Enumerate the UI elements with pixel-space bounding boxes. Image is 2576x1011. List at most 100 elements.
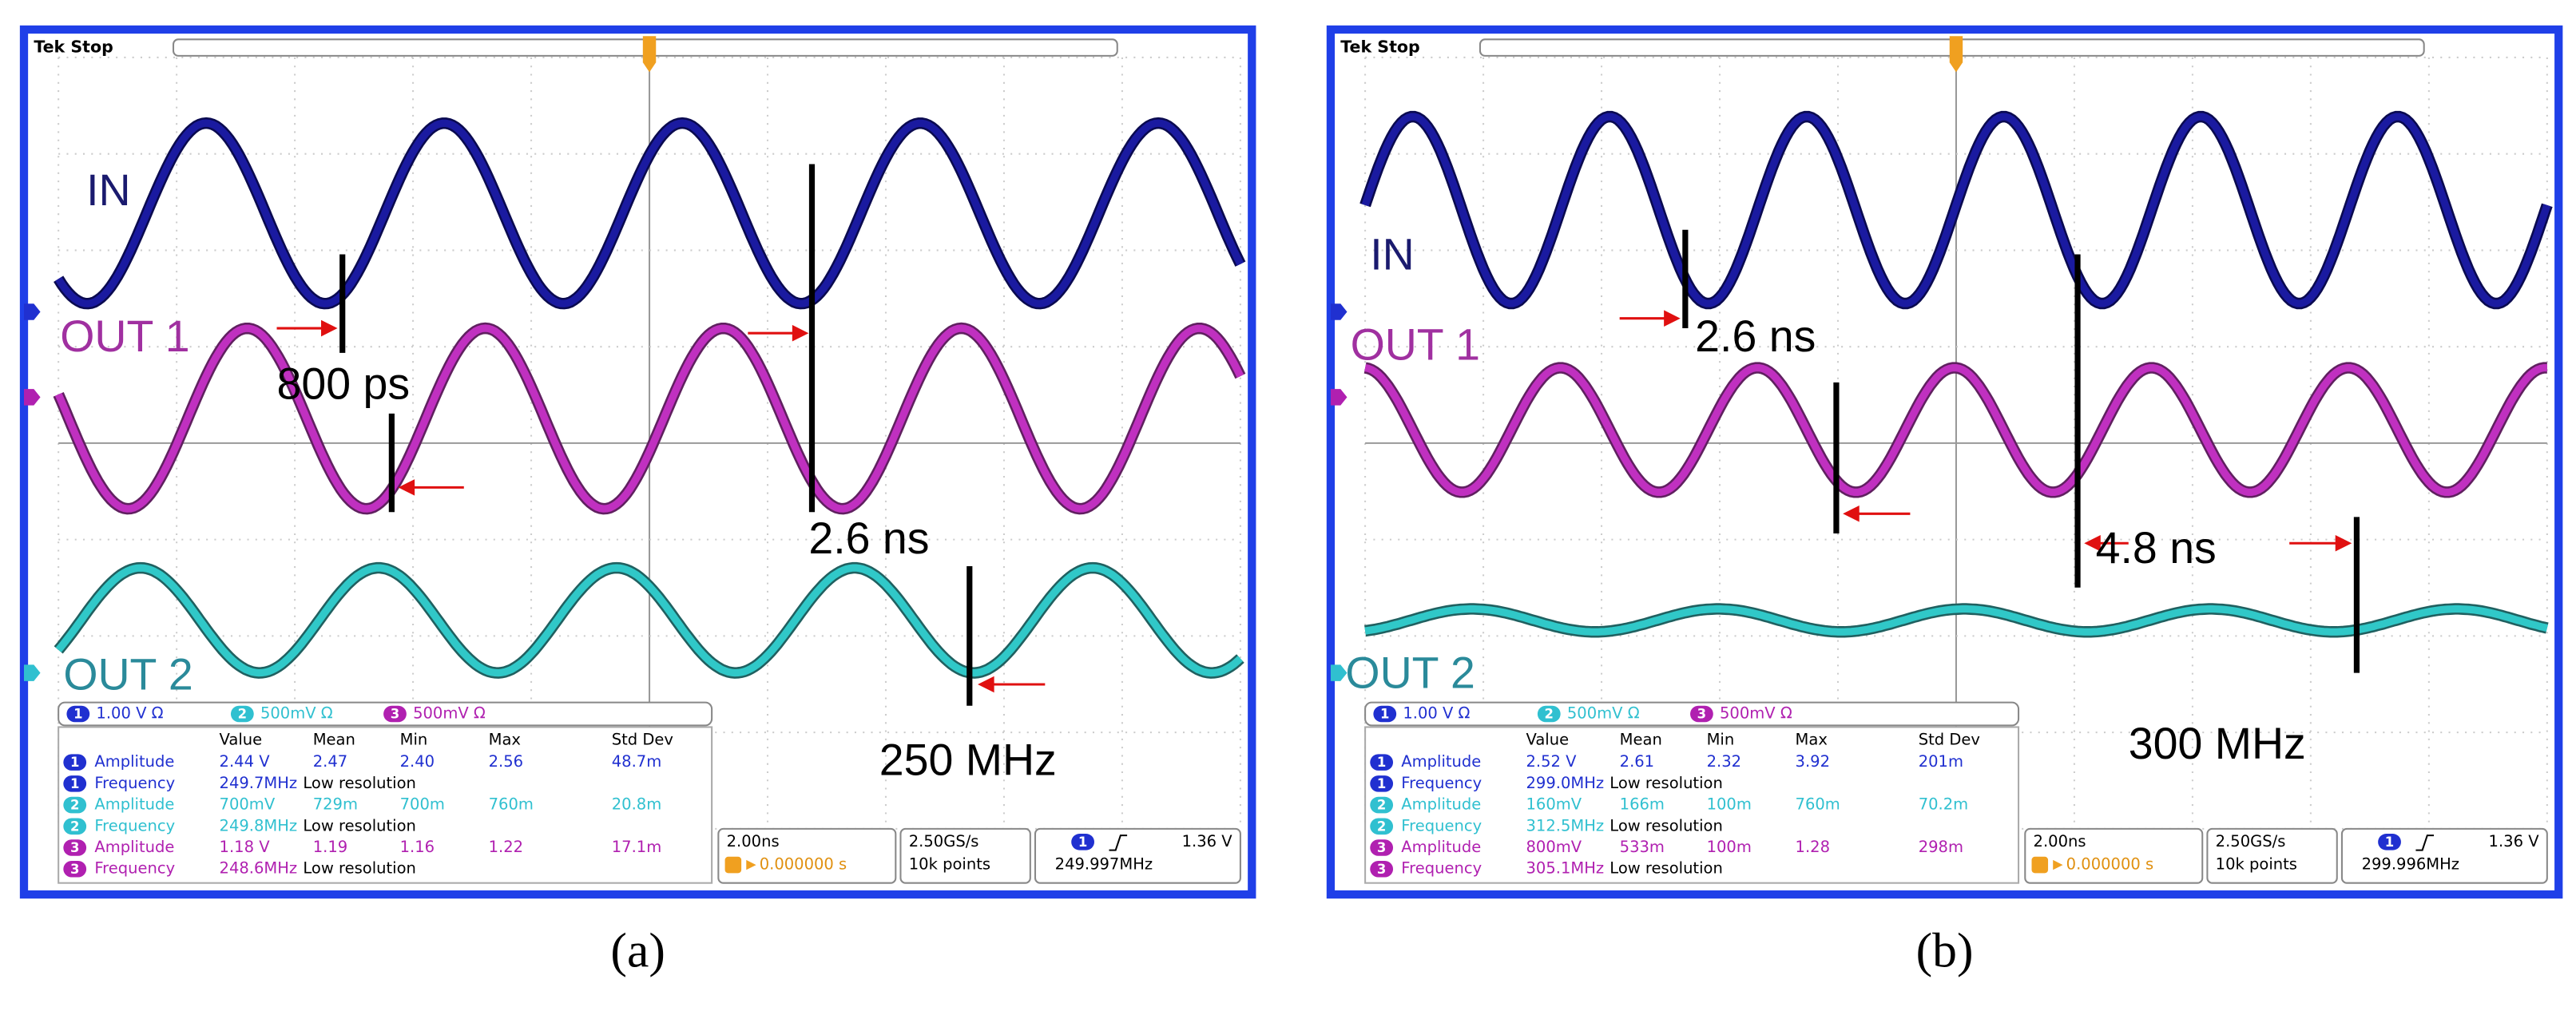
measure-cell: 48.7m bbox=[612, 752, 661, 771]
column-header: Value bbox=[1526, 730, 1570, 748]
waveform bbox=[54, 324, 1244, 513]
channel-icon bbox=[63, 775, 87, 792]
column-header: Mean bbox=[313, 730, 355, 748]
channel-marker bbox=[24, 303, 41, 320]
measure-cell: 248.6MHz bbox=[220, 859, 298, 878]
channel-icon bbox=[63, 818, 87, 835]
measure-name: Amplitude bbox=[94, 795, 174, 814]
measure-cell: 3.92 bbox=[1796, 752, 1830, 771]
measure-cell: 298m bbox=[1919, 838, 1963, 856]
measure-name: Amplitude bbox=[1401, 795, 1481, 814]
channel-id: 3 bbox=[1697, 707, 1706, 722]
measure-cell: 17.1m bbox=[612, 838, 661, 856]
waveform bbox=[1364, 363, 2547, 496]
arrow-head bbox=[2335, 534, 2352, 552]
trace-label: OUT 2 bbox=[1345, 648, 1475, 697]
info-box bbox=[717, 827, 897, 884]
channel-icon bbox=[1370, 796, 1394, 814]
measure-cell: 312.5MHz bbox=[1526, 816, 1605, 835]
measure-name: Amplitude bbox=[1401, 752, 1481, 771]
measure-cell: 70.2m bbox=[1919, 795, 1968, 814]
measure-table bbox=[58, 726, 713, 884]
trace-label: IN bbox=[86, 165, 130, 215]
measure-cell: 2.47 bbox=[313, 752, 347, 771]
channel-setting: 500mV Ω bbox=[260, 704, 333, 723]
channel-id: 3 bbox=[1377, 840, 1386, 855]
annotation: 800 ps bbox=[277, 359, 411, 409]
caption: (a) bbox=[610, 923, 665, 977]
channel-id: 3 bbox=[70, 862, 79, 877]
measure-name: Frequency bbox=[1401, 774, 1482, 792]
channel-icon bbox=[1370, 775, 1394, 792]
trace-label: OUT 1 bbox=[60, 311, 189, 361]
column-header: Max bbox=[1796, 730, 1828, 748]
measure-cell: 533m bbox=[1620, 838, 1665, 856]
record-length: 10k points bbox=[2216, 855, 2297, 874]
measure-cell: 2.32 bbox=[1707, 752, 1741, 771]
measure-cell: 760m bbox=[1796, 795, 1840, 814]
column-header: Max bbox=[489, 730, 521, 748]
measure-name: Frequency bbox=[94, 816, 175, 835]
header: Tek Stop bbox=[1340, 38, 1419, 57]
measure-cell: 249.8MHz bbox=[220, 816, 298, 835]
channel-marker bbox=[24, 664, 41, 681]
channel-id: 2 bbox=[70, 798, 79, 813]
channel-id: 2 bbox=[1377, 819, 1386, 834]
measure-cell: 1.19 bbox=[313, 838, 347, 856]
channel-marker bbox=[1330, 389, 1348, 406]
annotation: 300 MHz bbox=[2129, 719, 2306, 768]
channel-id: 3 bbox=[70, 840, 79, 855]
trigger-pos: 0.000000 s bbox=[2066, 855, 2153, 874]
arrow-head bbox=[398, 479, 415, 496]
measure-cell: 700mV bbox=[220, 795, 276, 814]
sample-rate: 2.50GS/s bbox=[2216, 832, 2286, 850]
slope-icon bbox=[2415, 835, 2435, 851]
channel-icon bbox=[1373, 705, 1397, 723]
annotation: 250 MHz bbox=[879, 735, 1057, 784]
measure-cell: 700m bbox=[400, 795, 445, 814]
trigger-level: 1.36 V bbox=[2489, 832, 2540, 850]
measure-cell: 2.40 bbox=[400, 752, 435, 771]
measure-cell: 800mV bbox=[1526, 838, 1582, 856]
column-header: Std Dev bbox=[612, 730, 673, 748]
annotation: 2.6 ns bbox=[808, 513, 929, 563]
measure-cell: 1.22 bbox=[489, 838, 523, 856]
arrow-head bbox=[320, 319, 338, 337]
measure-cell: 1.16 bbox=[400, 838, 435, 856]
trace-label: IN bbox=[1370, 229, 1415, 279]
info-box bbox=[2206, 827, 2338, 884]
measure-name: Frequency bbox=[1401, 816, 1482, 835]
channel-id: 1 bbox=[2385, 835, 2394, 850]
measure-cell: 2.61 bbox=[1620, 752, 1654, 771]
measure-cell: 160mV bbox=[1526, 795, 1582, 814]
channel-icon bbox=[1537, 705, 1561, 723]
timebase: 2.00ns bbox=[2034, 832, 2086, 850]
channel-id: 2 bbox=[238, 707, 247, 722]
annotation: 2.6 ns bbox=[1695, 311, 1816, 361]
record-length: 10k points bbox=[909, 855, 990, 874]
measure-cell: 299.0MHz bbox=[1526, 774, 1605, 792]
measure-cell: 249.7MHz bbox=[220, 774, 298, 792]
column-header: Min bbox=[400, 730, 428, 748]
channel-marker bbox=[1330, 303, 1348, 320]
channel-setting: 500mV Ω bbox=[413, 704, 486, 723]
measure-cell: Low resolution bbox=[303, 816, 416, 835]
arrow-head bbox=[1843, 506, 1860, 522]
measure-cell: 729m bbox=[313, 795, 358, 814]
channel-setting: 1.00 V Ω bbox=[1403, 704, 1470, 723]
measure-cell: Low resolution bbox=[1610, 859, 1723, 878]
caption: (b) bbox=[1916, 923, 1974, 977]
column-header: Min bbox=[1707, 730, 1735, 748]
measure-cell: 100m bbox=[1707, 838, 1752, 856]
channel-icon bbox=[383, 705, 407, 723]
trace-label: OUT 2 bbox=[63, 649, 193, 699]
sample-rate: 2.50GS/s bbox=[909, 832, 979, 850]
channel-setting: 1.00 V Ω bbox=[96, 704, 163, 723]
trigger-icon bbox=[2031, 856, 2049, 874]
channel-id: 2 bbox=[70, 819, 79, 834]
channel-id: 3 bbox=[391, 707, 399, 722]
trigger-marker bbox=[1949, 36, 1963, 73]
channel-icon bbox=[63, 754, 87, 771]
waveform bbox=[1361, 113, 2551, 307]
